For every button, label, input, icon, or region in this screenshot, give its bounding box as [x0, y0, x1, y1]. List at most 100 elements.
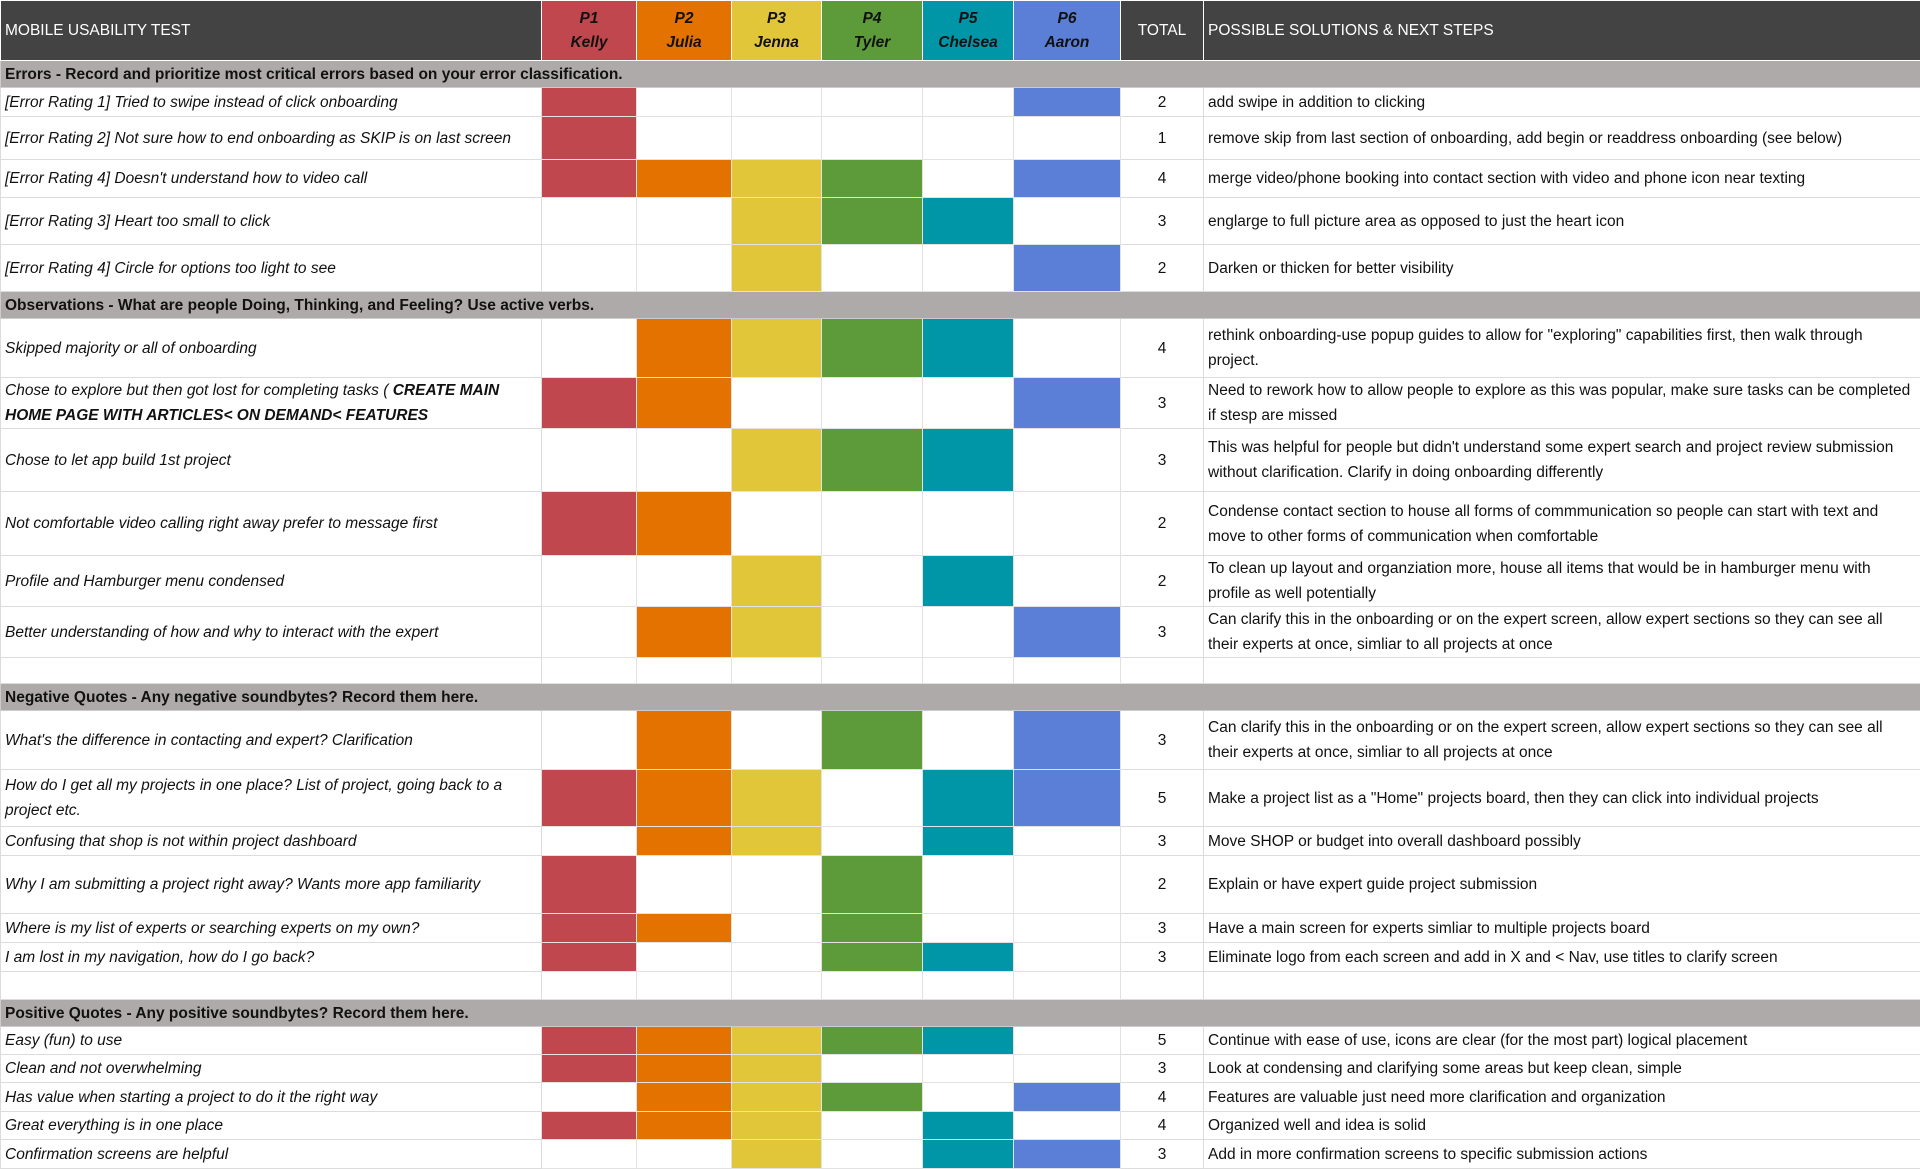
- total-cell[interactable]: 4: [1121, 1112, 1204, 1140]
- mark-p3-filled[interactable]: [732, 827, 822, 856]
- mark-p5-empty[interactable]: [923, 658, 1014, 684]
- mark-p1-filled[interactable]: [542, 1055, 637, 1083]
- solution-cell[interactable]: Can clarify this in the onboarding or on…: [1204, 607, 1920, 658]
- solution-cell[interactable]: Can clarify this in the onboarding or on…: [1204, 711, 1920, 770]
- total-cell[interactable]: [1121, 658, 1204, 684]
- mark-p4-filled[interactable]: [822, 856, 923, 914]
- mark-p2-filled[interactable]: [637, 319, 732, 378]
- solution-cell[interactable]: Make a project list as a "Home" projects…: [1204, 770, 1920, 827]
- solution-cell[interactable]: Move SHOP or budget into overall dashboa…: [1204, 827, 1920, 856]
- mark-p3-filled[interactable]: [732, 1027, 822, 1055]
- mark-p6-filled[interactable]: [1014, 160, 1121, 198]
- mark-p6-empty[interactable]: [1014, 1027, 1121, 1055]
- mark-p5-empty[interactable]: [923, 711, 1014, 770]
- total-cell[interactable]: 3: [1121, 1055, 1204, 1083]
- solution-cell[interactable]: remove skip from last section of onboard…: [1204, 117, 1920, 160]
- mark-p6-filled[interactable]: [1014, 770, 1121, 827]
- mark-p3-filled[interactable]: [732, 198, 822, 245]
- mark-p6-empty[interactable]: [1014, 914, 1121, 943]
- mark-p4-empty[interactable]: [822, 972, 923, 1000]
- finding-cell[interactable]: Great everything is in one place: [1, 1112, 542, 1140]
- mark-p4-filled[interactable]: [822, 1027, 923, 1055]
- mark-p5-filled[interactable]: [923, 198, 1014, 245]
- finding-cell[interactable]: Confirmation screens are helpful: [1, 1140, 542, 1169]
- mark-p6-empty[interactable]: [1014, 972, 1121, 1000]
- finding-cell[interactable]: Better understanding of how and why to i…: [1, 607, 542, 658]
- mark-p2-filled[interactable]: [637, 1083, 732, 1112]
- total-cell[interactable]: 2: [1121, 88, 1204, 117]
- mark-p5-empty[interactable]: [923, 972, 1014, 1000]
- total-cell[interactable]: 4: [1121, 1083, 1204, 1112]
- mark-p3-empty[interactable]: [732, 972, 822, 1000]
- mark-p1-empty[interactable]: [542, 607, 637, 658]
- total-cell[interactable]: 3: [1121, 827, 1204, 856]
- mark-p2-empty[interactable]: [637, 856, 732, 914]
- finding-cell[interactable]: Skipped majority or all of onboarding: [1, 319, 542, 378]
- mark-p5-filled[interactable]: [923, 770, 1014, 827]
- mark-p4-empty[interactable]: [822, 378, 923, 429]
- mark-p1-empty[interactable]: [542, 198, 637, 245]
- total-cell[interactable]: 3: [1121, 943, 1204, 972]
- mark-p2-filled[interactable]: [637, 1112, 732, 1140]
- total-header[interactable]: TOTAL: [1121, 1, 1204, 61]
- mark-p2-filled[interactable]: [637, 711, 732, 770]
- solution-cell[interactable]: [1204, 972, 1920, 1000]
- mark-p3-filled[interactable]: [732, 1055, 822, 1083]
- finding-cell[interactable]: I am lost in my navigation, how do I go …: [1, 943, 542, 972]
- mark-p4-empty[interactable]: [822, 607, 923, 658]
- finding-cell[interactable]: [1, 658, 542, 684]
- finding-cell[interactable]: Easy (fun) to use: [1, 1027, 542, 1055]
- mark-p5-empty[interactable]: [923, 914, 1014, 943]
- mark-p2-empty[interactable]: [637, 429, 732, 492]
- mark-p6-empty[interactable]: [1014, 117, 1121, 160]
- mark-p3-empty[interactable]: [732, 88, 822, 117]
- solution-cell[interactable]: To clean up layout and organziation more…: [1204, 556, 1920, 607]
- finding-cell[interactable]: Not comfortable video calling right away…: [1, 492, 542, 556]
- mark-p1-filled[interactable]: [542, 1112, 637, 1140]
- solution-cell[interactable]: Organized well and idea is solid: [1204, 1112, 1920, 1140]
- mark-p2-filled[interactable]: [637, 607, 732, 658]
- mark-p6-filled[interactable]: [1014, 607, 1121, 658]
- section-title[interactable]: Errors - Record and prioritize most crit…: [1, 61, 1920, 88]
- mark-p6-empty[interactable]: [1014, 429, 1121, 492]
- finding-cell[interactable]: Has value when starting a project to do …: [1, 1083, 542, 1112]
- mark-p4-empty[interactable]: [822, 770, 923, 827]
- mark-p1-empty[interactable]: [542, 319, 637, 378]
- mark-p1-empty[interactable]: [542, 1140, 637, 1169]
- mark-p5-empty[interactable]: [923, 856, 1014, 914]
- solution-cell[interactable]: merge video/phone booking into contact s…: [1204, 160, 1920, 198]
- total-cell[interactable]: 2: [1121, 492, 1204, 556]
- mark-p3-filled[interactable]: [732, 1112, 822, 1140]
- mark-p5-empty[interactable]: [923, 160, 1014, 198]
- mark-p6-empty[interactable]: [1014, 319, 1121, 378]
- mark-p3-filled[interactable]: [732, 607, 822, 658]
- finding-cell[interactable]: Chose to explore but then got lost for c…: [1, 378, 542, 429]
- mark-p1-empty[interactable]: [542, 658, 637, 684]
- solution-cell[interactable]: Need to rework how to allow people to ex…: [1204, 378, 1920, 429]
- total-cell[interactable]: [1121, 972, 1204, 1000]
- solution-cell[interactable]: Have a main screen for experts simliar t…: [1204, 914, 1920, 943]
- finding-cell[interactable]: Where is my list of experts or searching…: [1, 914, 542, 943]
- mark-p2-filled[interactable]: [637, 770, 732, 827]
- mark-p4-empty[interactable]: [822, 1140, 923, 1169]
- mark-p4-empty[interactable]: [822, 556, 923, 607]
- mark-p2-empty[interactable]: [637, 117, 732, 160]
- mark-p6-filled[interactable]: [1014, 378, 1121, 429]
- mark-p2-empty[interactable]: [637, 556, 732, 607]
- mark-p1-empty[interactable]: [542, 711, 637, 770]
- finding-cell[interactable]: Clean and not overwhelming: [1, 1055, 542, 1083]
- mark-p1-filled[interactable]: [542, 492, 637, 556]
- mark-p6-empty[interactable]: [1014, 943, 1121, 972]
- mark-p5-empty[interactable]: [923, 245, 1014, 292]
- total-cell[interactable]: 3: [1121, 914, 1204, 943]
- mark-p2-empty[interactable]: [637, 198, 732, 245]
- mark-p1-empty[interactable]: [542, 556, 637, 607]
- mark-p6-empty[interactable]: [1014, 492, 1121, 556]
- mark-p6-filled[interactable]: [1014, 245, 1121, 292]
- mark-p4-empty[interactable]: [822, 827, 923, 856]
- finding-cell[interactable]: Confusing that shop is not within projec…: [1, 827, 542, 856]
- mark-p3-empty[interactable]: [732, 658, 822, 684]
- mark-p3-empty[interactable]: [732, 378, 822, 429]
- mark-p5-filled[interactable]: [923, 943, 1014, 972]
